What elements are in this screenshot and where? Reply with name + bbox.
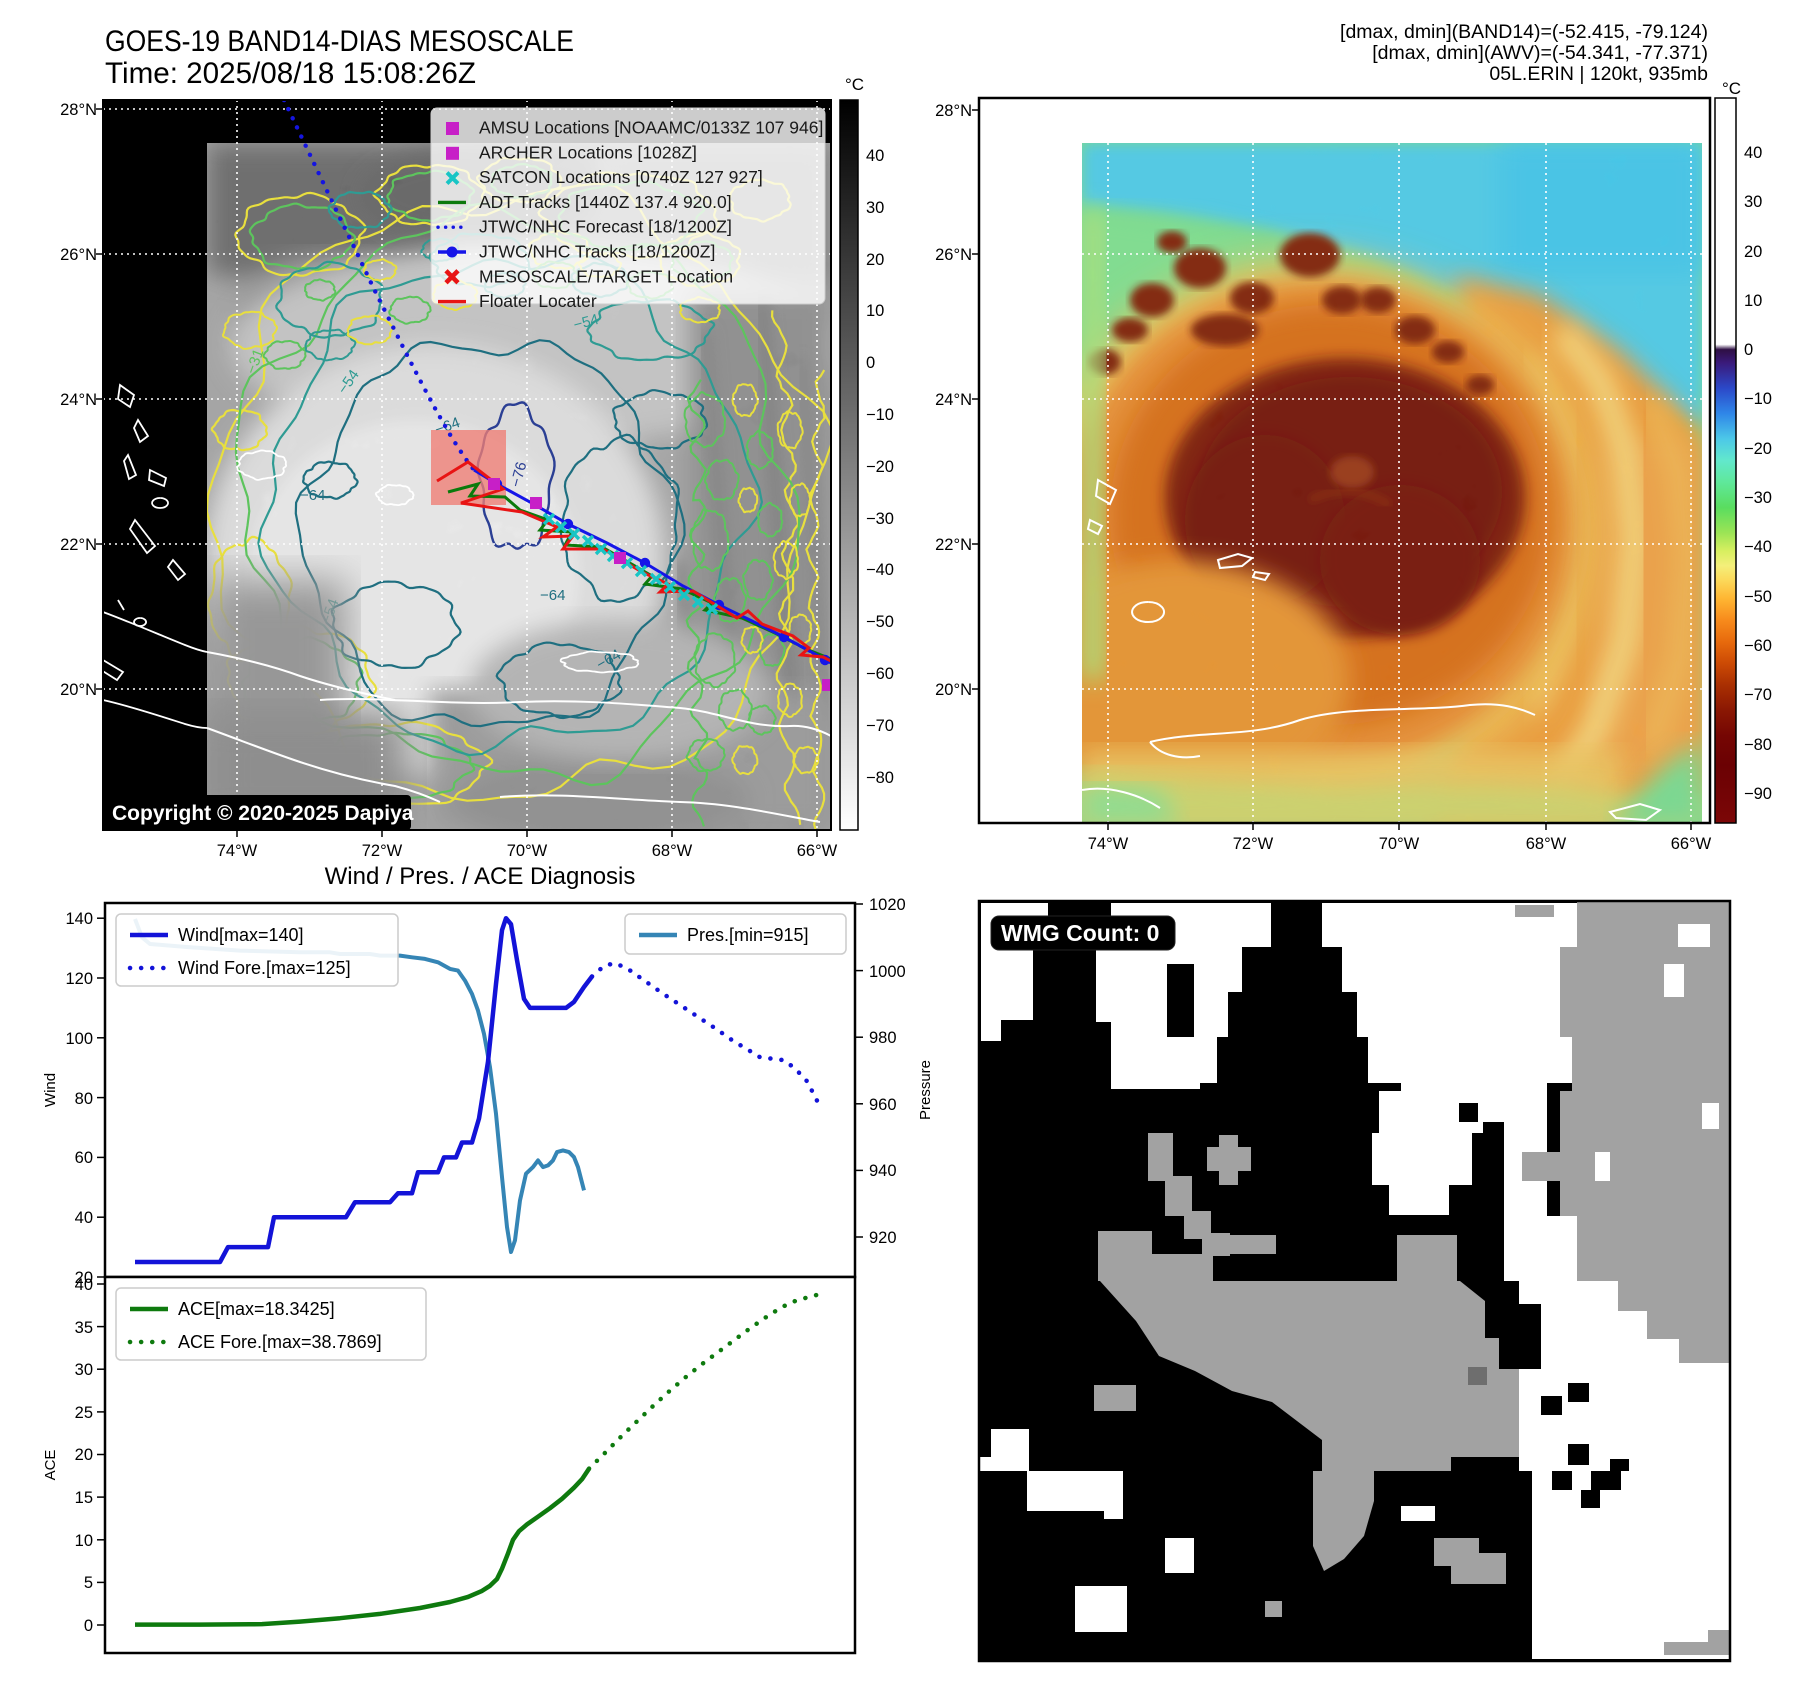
svg-text:66°W: 66°W	[1671, 835, 1712, 853]
svg-text:[dmax, dmin](AWV)=(-54.341, -7: [dmax, dmin](AWV)=(-54.341, -77.371)	[1372, 42, 1708, 64]
svg-text:Floater Locater: Floater Locater	[479, 291, 597, 311]
svg-text:Wind: Wind	[42, 1073, 59, 1107]
svg-text:20°N: 20°N	[60, 681, 97, 699]
svg-text:920: 920	[869, 1229, 897, 1247]
svg-text:GOES-19 BAND14-DIAS MESOSCALE: GOES-19 BAND14-DIAS MESOSCALE	[105, 25, 574, 58]
svg-text:JTWC/NHC Forecast [18/1200Z]: JTWC/NHC Forecast [18/1200Z]	[479, 217, 732, 237]
svg-text:26°N: 26°N	[60, 246, 97, 264]
svg-text:68°W: 68°W	[652, 842, 693, 860]
svg-text:Wind[max=140]: Wind[max=140]	[178, 925, 304, 945]
svg-text:24°N: 24°N	[935, 391, 972, 409]
svg-text:60: 60	[75, 1149, 93, 1167]
svg-text:940: 940	[869, 1162, 897, 1180]
svg-text:°C: °C	[845, 75, 864, 94]
svg-text:−60: −60	[1744, 637, 1772, 655]
svg-text:40: 40	[1744, 144, 1762, 162]
svg-text:ARCHER Locations [1028Z]: ARCHER Locations [1028Z]	[479, 142, 697, 162]
svg-text:1020: 1020	[869, 896, 906, 914]
svg-text:68°W: 68°W	[1526, 835, 1567, 853]
svg-text:ACE: ACE	[42, 1450, 59, 1481]
svg-text:−70: −70	[866, 717, 894, 735]
svg-text:66°W: 66°W	[797, 842, 838, 860]
svg-text:15: 15	[75, 1489, 93, 1507]
svg-text:1000: 1000	[869, 963, 906, 981]
svg-text:30: 30	[866, 199, 884, 217]
svg-text:24°N: 24°N	[60, 391, 97, 409]
svg-text:70°W: 70°W	[1379, 835, 1420, 853]
svg-text:SATCON Locations [0740Z 127 92: SATCON Locations [0740Z 127 927]	[479, 167, 763, 187]
svg-text:°C: °C	[1722, 79, 1741, 98]
svg-text:70°W: 70°W	[507, 842, 548, 860]
svg-text:22°N: 22°N	[60, 536, 97, 554]
svg-text:AMSU Locations [NOAAMC/0133Z 1: AMSU Locations [NOAAMC/0133Z 107 946]	[479, 118, 823, 138]
svg-text:22°N: 22°N	[935, 536, 972, 554]
svg-text:100: 100	[65, 1030, 93, 1048]
svg-text:80: 80	[75, 1090, 93, 1108]
svg-text:140: 140	[65, 910, 93, 928]
svg-text:WMG Count: 0: WMG Count: 0	[1001, 920, 1159, 946]
svg-text:ADT Tracks [1440Z 137.4 920.0]: ADT Tracks [1440Z 137.4 920.0]	[479, 192, 732, 212]
svg-text:120: 120	[65, 970, 93, 988]
svg-text:0: 0	[1744, 341, 1753, 359]
svg-text:MESOSCALE/TARGET Location: MESOSCALE/TARGET Location	[479, 266, 733, 286]
svg-text:35: 35	[75, 1319, 93, 1337]
svg-text:20: 20	[1744, 243, 1762, 261]
svg-text:JTWC/NHC Tracks [18/1200Z]: JTWC/NHC Tracks [18/1200Z]	[479, 242, 715, 262]
svg-text:26°N: 26°N	[935, 246, 972, 264]
svg-text:−70: −70	[1744, 686, 1772, 704]
svg-text:ACE[max=18.3425]: ACE[max=18.3425]	[178, 1299, 335, 1319]
svg-text:−10: −10	[1744, 390, 1772, 408]
svg-text:Copyright © 2020-2025 Dapiya: Copyright © 2020-2025 Dapiya	[112, 802, 414, 825]
svg-text:20: 20	[75, 1446, 93, 1464]
svg-text:72°W: 72°W	[1233, 835, 1274, 853]
svg-text:10: 10	[75, 1532, 93, 1550]
svg-text:−40: −40	[866, 561, 894, 579]
svg-text:−50: −50	[866, 613, 894, 631]
svg-text:−20: −20	[1744, 440, 1772, 458]
svg-text:Pressure: Pressure	[917, 1060, 934, 1120]
svg-text:Wind / Pres. / ACE Diagnosis: Wind / Pres. / ACE Diagnosis	[325, 863, 636, 890]
svg-text:Wind Fore.[max=125]: Wind Fore.[max=125]	[178, 958, 351, 978]
svg-text:−64: −64	[300, 487, 325, 504]
svg-text:−80: −80	[866, 769, 894, 787]
svg-text:Pres.[min=915]: Pres.[min=915]	[687, 925, 809, 945]
svg-text:−40: −40	[1744, 538, 1772, 556]
svg-text:28°N: 28°N	[935, 102, 972, 120]
svg-text:40: 40	[75, 1276, 93, 1294]
svg-text:ACE Fore.[max=38.7869]: ACE Fore.[max=38.7869]	[178, 1332, 382, 1352]
svg-text:28°N: 28°N	[60, 101, 97, 119]
svg-text:−50: −50	[1744, 588, 1772, 606]
svg-text:20: 20	[75, 1269, 93, 1287]
svg-text:72°W: 72°W	[362, 842, 403, 860]
svg-text:25: 25	[75, 1404, 93, 1422]
svg-text:−80: −80	[1744, 736, 1772, 754]
svg-text:05L.ERIN | 120kt, 935mb: 05L.ERIN | 120kt, 935mb	[1489, 63, 1708, 85]
svg-text:30: 30	[1744, 193, 1762, 211]
svg-text:−30: −30	[866, 510, 894, 528]
svg-text:−10: −10	[866, 406, 894, 424]
svg-text:−20: −20	[866, 458, 894, 476]
svg-text:−54: −54	[572, 311, 601, 334]
svg-text:[dmax, dmin](BAND14)=(-52.415,: [dmax, dmin](BAND14)=(-52.415, -79.124)	[1340, 21, 1708, 43]
svg-text:0: 0	[866, 354, 875, 372]
svg-text:10: 10	[866, 302, 884, 320]
svg-text:74°W: 74°W	[217, 842, 258, 860]
svg-text:5: 5	[84, 1574, 93, 1592]
svg-text:−30: −30	[1744, 489, 1772, 507]
svg-text:20: 20	[866, 251, 884, 269]
svg-text:74°W: 74°W	[1088, 835, 1129, 853]
svg-text:Time: 2025/08/18 15:08:26Z: Time: 2025/08/18 15:08:26Z	[105, 57, 476, 90]
svg-text:40: 40	[75, 1209, 93, 1227]
svg-text:30: 30	[75, 1361, 93, 1379]
svg-text:10: 10	[1744, 292, 1762, 310]
svg-text:−64: −64	[540, 587, 565, 604]
svg-text:0: 0	[84, 1617, 93, 1635]
svg-text:20°N: 20°N	[935, 681, 972, 699]
svg-text:980: 980	[869, 1029, 897, 1047]
svg-text:−76: −76	[507, 460, 530, 489]
svg-text:40: 40	[866, 147, 884, 165]
svg-text:−90: −90	[1744, 785, 1772, 803]
svg-text:960: 960	[869, 1096, 897, 1114]
svg-text:−60: −60	[866, 665, 894, 683]
